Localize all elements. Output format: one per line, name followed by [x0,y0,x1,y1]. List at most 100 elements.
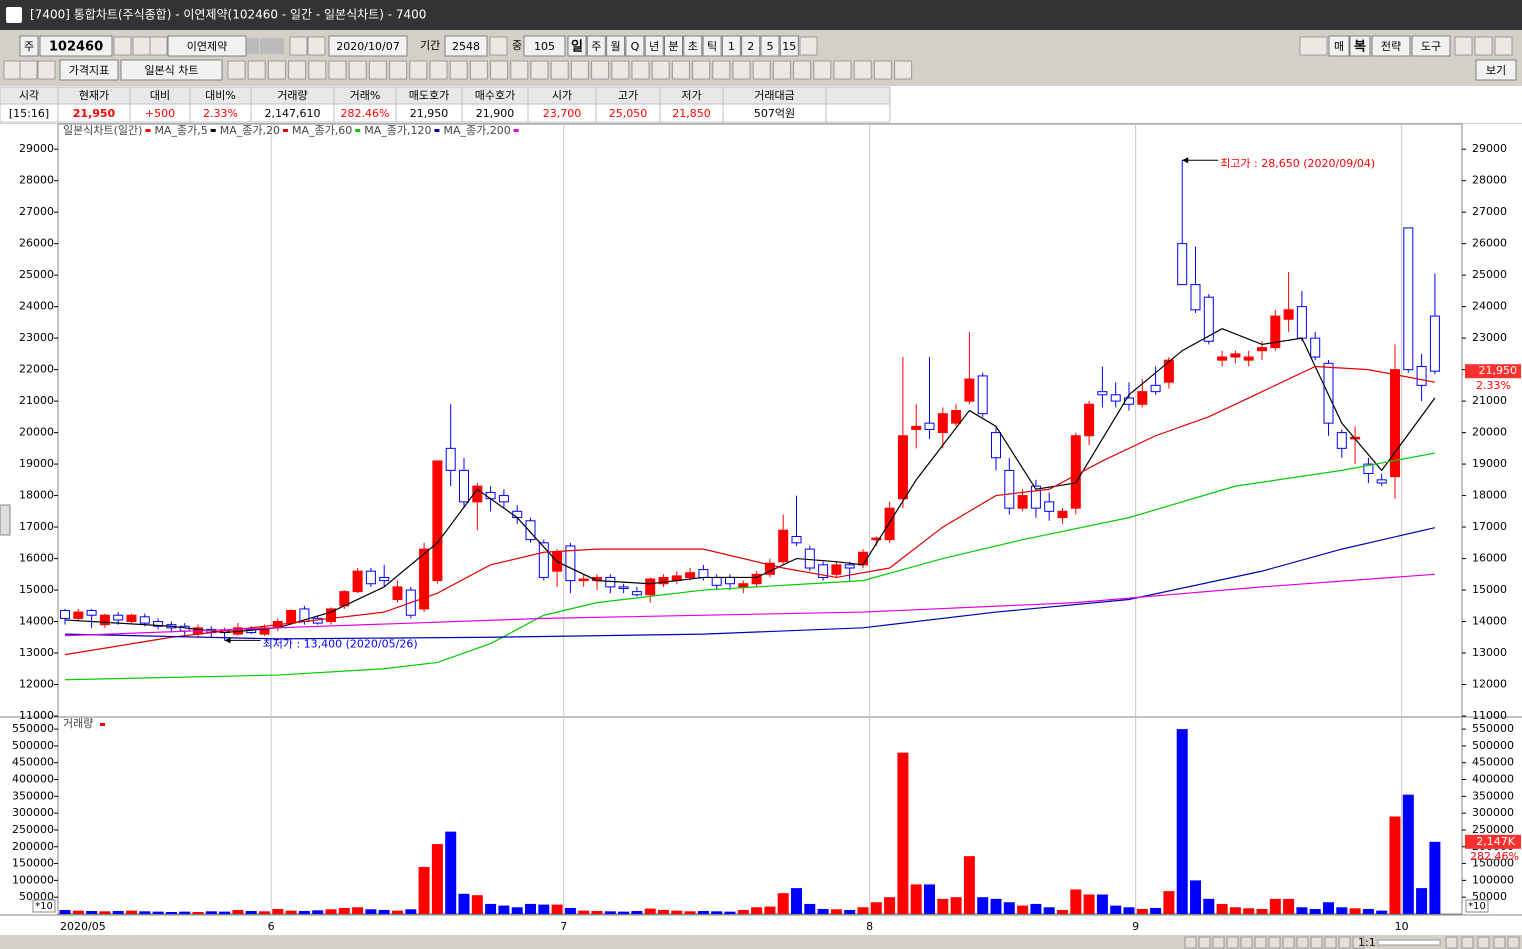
icon-button[interactable] [1474,36,1493,56]
icon-button[interactable] [631,60,650,80]
footer-button[interactable] [1352,936,1365,949]
icon-button[interactable] [389,60,408,80]
footer-button[interactable] [1461,936,1474,949]
footer-button[interactable] [1507,936,1520,949]
zoom-slider[interactable] [1377,939,1441,946]
icon-button[interactable] [752,60,771,80]
icon-button[interactable] [247,38,259,54]
icon-button[interactable] [853,60,872,80]
period-button[interactable] [683,35,703,57]
candle-body [1044,501,1055,512]
y-tick-label: 12000 [19,678,54,691]
footer-button[interactable] [1198,936,1211,949]
tool-button[interactable] [1328,35,1350,57]
footer-button[interactable] [1338,936,1351,949]
view-button[interactable] [1475,59,1517,81]
period-button[interactable] [741,35,761,57]
period-button[interactable] [760,35,780,57]
footer-button[interactable] [1212,936,1225,949]
footer-button[interactable] [1296,936,1309,949]
icon-button[interactable] [409,60,428,80]
date-input[interactable] [328,35,408,57]
period-button[interactable] [644,35,664,57]
tool-button[interactable] [1349,35,1371,57]
period-button[interactable] [721,35,741,57]
footer-button[interactable] [1310,936,1323,949]
icon-button[interactable] [894,60,913,80]
period-button[interactable] [625,35,645,57]
icon-button[interactable] [227,60,246,80]
icon-button[interactable] [591,60,610,80]
icon-button[interactable] [469,60,488,80]
icon-button[interactable] [267,60,286,80]
icon-button[interactable] [37,60,56,80]
footer-button[interactable] [1324,936,1337,949]
icon-button[interactable] [113,36,132,56]
market-select[interactable] [19,35,39,57]
icon-button[interactable] [1299,36,1328,56]
icon-button[interactable] [328,60,347,80]
icon-button[interactable] [799,36,818,56]
icon-button[interactable] [671,60,690,80]
name-input[interactable] [167,35,247,57]
icon-button[interactable] [1494,36,1513,56]
icon-button[interactable] [307,36,326,56]
quote-header: 현재가 [79,89,109,102]
footer-button[interactable] [1477,936,1490,949]
icon-button[interactable] [550,60,569,80]
count-input[interactable] [523,35,566,57]
period-button[interactable] [606,35,626,57]
icon-button[interactable] [288,60,307,80]
icon-button[interactable] [247,60,266,80]
icon-button[interactable] [3,60,22,80]
footer-button[interactable] [1445,936,1458,949]
period-button[interactable] [702,35,722,57]
icon-button[interactable] [1454,36,1473,56]
icon-button[interactable] [490,60,509,80]
footer-button[interactable] [1493,936,1506,949]
icon-button[interactable] [289,36,308,56]
icon-button[interactable] [611,60,630,80]
icon-button[interactable] [813,60,832,80]
icon-button[interactable] [19,60,38,80]
period-input[interactable] [444,35,488,57]
period-button[interactable] [567,35,587,57]
tool-button[interactable] [1371,35,1411,57]
icon-button[interactable] [149,36,168,56]
footer-button[interactable] [1184,936,1197,949]
icon-button[interactable] [308,60,327,80]
icon-button[interactable] [732,60,751,80]
icon-button[interactable] [449,60,468,80]
icon-button[interactable] [429,60,448,80]
indicator-button[interactable] [59,59,119,81]
icon-button[interactable] [510,60,529,80]
icon-button[interactable] [651,60,670,80]
icon-button[interactable] [132,36,151,56]
footer-button[interactable] [1226,936,1239,949]
icon-button[interactable] [692,60,711,80]
icon-button[interactable] [873,60,892,80]
icon-button[interactable] [489,36,508,56]
quote-value: +500 [145,107,175,120]
tool-button[interactable] [1411,35,1451,57]
icon-button[interactable] [772,60,791,80]
icon-button[interactable] [530,60,549,80]
footer-button[interactable] [1254,936,1267,949]
footer-button[interactable] [1240,936,1253,949]
period-button[interactable] [664,35,683,57]
icon-button[interactable] [368,60,387,80]
icon-button[interactable] [260,38,272,54]
code-input[interactable] [39,35,113,57]
footer-button[interactable] [1282,936,1295,949]
footer-button[interactable] [1268,936,1281,949]
icon-button[interactable] [833,60,852,80]
chart-kind-select[interactable] [120,59,223,81]
icon-button[interactable] [272,38,284,54]
icon-button[interactable] [348,60,367,80]
icon-button[interactable] [793,60,812,80]
side-tab[interactable] [0,504,11,536]
period-button[interactable] [586,35,606,57]
icon-button[interactable] [712,60,731,80]
icon-button[interactable] [570,60,589,80]
period-button[interactable] [779,35,799,57]
